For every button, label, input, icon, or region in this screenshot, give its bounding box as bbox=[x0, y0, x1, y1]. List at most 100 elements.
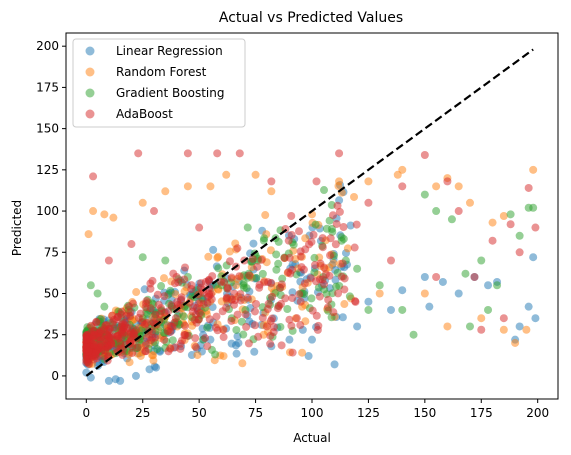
data-point bbox=[274, 259, 283, 268]
legend-marker bbox=[85, 88, 95, 98]
data-point bbox=[105, 333, 114, 342]
y-tick-label: 25 bbox=[44, 328, 59, 342]
data-point bbox=[128, 348, 137, 357]
data-point bbox=[432, 182, 441, 191]
data-point bbox=[235, 149, 244, 158]
data-point bbox=[287, 211, 296, 220]
data-point bbox=[420, 289, 429, 298]
data-point bbox=[318, 234, 327, 243]
data-point bbox=[168, 336, 177, 345]
data-point bbox=[330, 360, 339, 369]
data-point bbox=[161, 256, 170, 265]
data-point bbox=[443, 322, 452, 331]
data-point bbox=[343, 244, 352, 253]
data-point bbox=[100, 210, 109, 219]
reference-line-layer bbox=[85, 48, 534, 377]
data-point bbox=[288, 294, 297, 303]
data-point bbox=[315, 292, 324, 301]
legend-box bbox=[72, 38, 246, 128]
data-point bbox=[86, 281, 95, 290]
data-point bbox=[335, 207, 344, 216]
data-point bbox=[328, 289, 337, 298]
data-point bbox=[307, 294, 316, 303]
data-point bbox=[150, 207, 159, 216]
data-point bbox=[484, 305, 493, 314]
data-point bbox=[409, 330, 418, 339]
data-point bbox=[181, 321, 190, 330]
data-point bbox=[258, 313, 267, 322]
y-tick-label: 0 bbox=[51, 369, 59, 383]
data-point bbox=[461, 269, 470, 278]
data-point bbox=[272, 250, 281, 259]
data-point bbox=[227, 273, 236, 282]
data-point bbox=[243, 223, 252, 232]
data-point bbox=[529, 203, 538, 212]
data-point bbox=[134, 313, 143, 322]
data-point bbox=[296, 297, 305, 306]
data-point bbox=[351, 297, 360, 306]
data-point bbox=[109, 213, 118, 222]
data-point bbox=[338, 259, 347, 268]
data-point bbox=[364, 198, 373, 207]
x-tick-label: 100 bbox=[301, 406, 324, 420]
data-point bbox=[253, 262, 262, 271]
data-point bbox=[187, 351, 196, 360]
data-point bbox=[274, 237, 283, 246]
data-point bbox=[117, 307, 126, 316]
data-point bbox=[296, 321, 305, 330]
data-point bbox=[248, 254, 257, 263]
data-point bbox=[195, 223, 204, 232]
data-point bbox=[276, 322, 285, 331]
data-point bbox=[238, 359, 247, 368]
data-point bbox=[219, 325, 228, 334]
data-point bbox=[288, 288, 297, 297]
data-point bbox=[242, 322, 251, 331]
data-point bbox=[146, 284, 155, 293]
data-point bbox=[91, 349, 100, 358]
x-tick-label: 175 bbox=[470, 406, 493, 420]
data-point bbox=[398, 286, 407, 295]
data-point bbox=[104, 376, 113, 385]
data-point bbox=[339, 222, 348, 231]
data-point bbox=[93, 289, 102, 298]
data-point bbox=[331, 275, 340, 284]
data-point bbox=[213, 149, 222, 158]
data-point bbox=[346, 221, 355, 230]
data-point bbox=[345, 292, 354, 301]
data-point bbox=[113, 331, 122, 340]
data-point bbox=[160, 308, 169, 317]
data-point bbox=[129, 299, 138, 308]
data-point bbox=[499, 314, 508, 323]
data-point bbox=[257, 255, 266, 264]
data-point bbox=[252, 273, 261, 282]
legend-marker bbox=[85, 46, 95, 56]
data-point bbox=[235, 272, 244, 281]
data-point bbox=[301, 234, 310, 243]
data-point bbox=[89, 207, 98, 216]
data-point bbox=[134, 149, 143, 158]
data-point bbox=[250, 307, 259, 316]
data-point bbox=[233, 244, 242, 253]
data-point bbox=[287, 321, 296, 330]
data-point bbox=[284, 236, 293, 245]
data-point bbox=[84, 230, 93, 239]
y-axis-ticks: 0 25 50 75 100 125 150 175 200 bbox=[36, 39, 66, 383]
data-point bbox=[232, 325, 241, 334]
data-point bbox=[324, 295, 333, 304]
data-point bbox=[149, 356, 158, 365]
data-point bbox=[255, 283, 264, 292]
data-point bbox=[454, 289, 463, 298]
data-point bbox=[420, 273, 429, 281]
data-point bbox=[337, 236, 346, 245]
data-point bbox=[266, 339, 275, 348]
data-point bbox=[173, 300, 182, 309]
data-point bbox=[353, 264, 362, 273]
data-point bbox=[515, 322, 524, 331]
data-point bbox=[205, 315, 214, 324]
data-point bbox=[84, 347, 93, 356]
data-point bbox=[191, 334, 200, 343]
data-point bbox=[340, 285, 349, 294]
data-point bbox=[262, 322, 271, 331]
data-point bbox=[214, 264, 223, 273]
